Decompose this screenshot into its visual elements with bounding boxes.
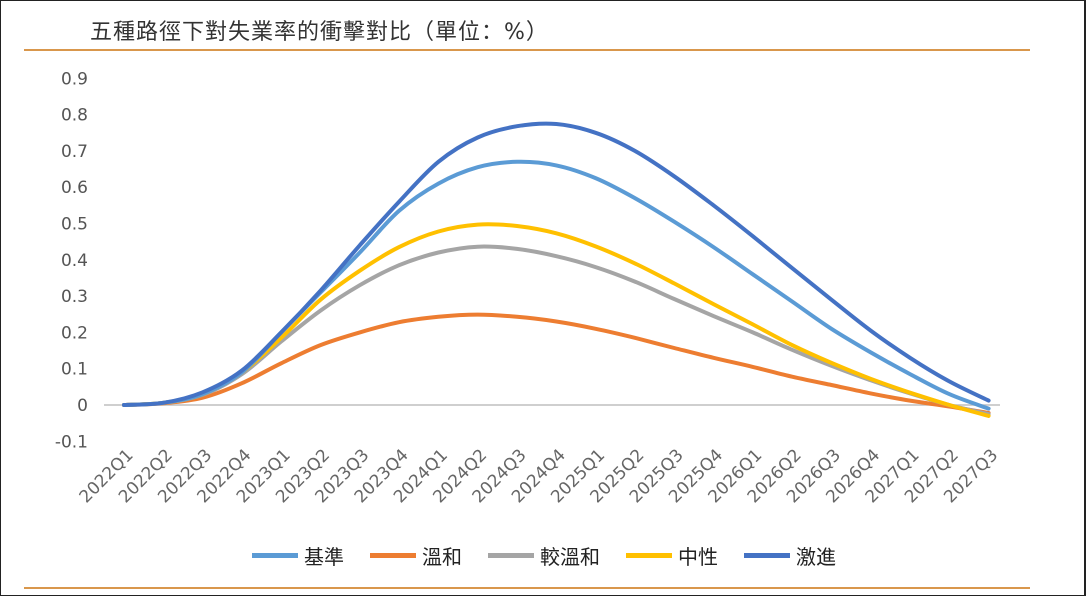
y-tick-label: 0.1	[61, 360, 88, 380]
legend-swatch	[744, 552, 790, 558]
legend-item: 中性	[626, 541, 718, 570]
y-tick-label: 0	[77, 396, 88, 416]
legend-swatch	[370, 552, 416, 558]
series-line-4	[122, 121, 991, 407]
title-divider	[24, 49, 1030, 51]
y-tick-label: -0.1	[55, 432, 88, 452]
legend-item: 較溫和	[488, 541, 600, 570]
series-line-3	[122, 222, 991, 418]
y-axis: -0.1 0 0.1 0.2 0.3 0.4 0.5 0.6 0.7 0.8 0.9	[55, 69, 88, 452]
y-tick-label: 0.7	[61, 142, 88, 162]
legend-label: 基準	[304, 544, 344, 569]
legend-swatch	[488, 552, 534, 558]
legend-label: 中性	[678, 544, 718, 569]
y-tick-label: 0.8	[61, 106, 88, 126]
legend-swatch	[626, 552, 672, 558]
y-tick-label: 0.9	[61, 69, 88, 89]
legend: 基準 溫和 較溫和 中性 激進	[0, 538, 1088, 572]
y-tick-label: 0.6	[61, 178, 88, 198]
y-tick-label: 0.3	[61, 287, 88, 307]
legend-item: 溫和	[370, 541, 462, 570]
legend-item: 基準	[252, 541, 344, 570]
chart-title: 五種路徑下對失業率的衝擊對比（單位：%）	[90, 20, 549, 45]
y-tick-label: 0.5	[61, 215, 88, 235]
y-tick-label: 0.4	[61, 251, 88, 271]
bottom-divider	[24, 587, 1030, 589]
y-tick-label: 0.2	[61, 323, 88, 343]
legend-label: 溫和	[422, 544, 462, 569]
legend-item: 激進	[744, 541, 836, 570]
series-line-2	[122, 244, 991, 417]
series-line-0	[122, 159, 991, 411]
legend-label: 較溫和	[540, 544, 600, 569]
legend-label: 激進	[796, 544, 836, 569]
series-lines	[122, 121, 991, 418]
x-tick-labels: 2022Q12022Q22022Q32022Q42023Q12023Q22023…	[76, 445, 1002, 507]
legend-swatch	[252, 552, 298, 558]
series-line-1	[122, 312, 991, 415]
